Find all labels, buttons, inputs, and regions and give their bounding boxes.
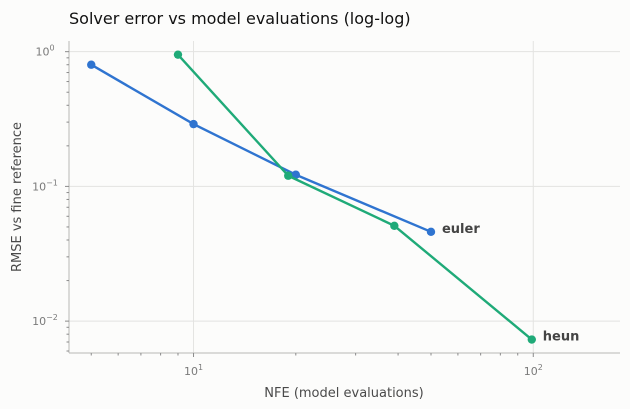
x-tick-label: 102 (524, 363, 543, 378)
chart-title: Solver error vs model evaluations (log-l… (69, 9, 411, 28)
data-point-euler (291, 170, 301, 179)
series-line-euler (90, 63, 432, 233)
tick-labels: 101 102 100 10−1 10−2 (32, 44, 543, 378)
y-axis-label: RMSE vs fine reference (10, 122, 25, 272)
series: euler heun (87, 50, 580, 345)
data-point-euler (189, 119, 198, 129)
data-point-heun (390, 221, 399, 230)
y-tick-label: 10−1 (32, 178, 58, 193)
series-line-heun (177, 53, 533, 341)
y-tick-label: 10−2 (32, 313, 58, 328)
grid (69, 41, 620, 353)
x-axis-label: NFE (model evaluations) (264, 386, 423, 401)
data-point-euler (87, 60, 96, 69)
series-label-euler: euler (442, 222, 480, 237)
y-tick-label: 100 (35, 44, 54, 59)
data-point-heun (173, 50, 183, 59)
data-point-heun (527, 335, 536, 344)
series-label-heun: heun (543, 330, 580, 345)
axes (65, 41, 620, 357)
data-point-heun (284, 171, 293, 180)
series-euler: euler (87, 60, 480, 237)
x-tick-label: 101 (184, 363, 203, 378)
data-point-euler (426, 227, 436, 237)
series-heun: heun (173, 50, 580, 345)
